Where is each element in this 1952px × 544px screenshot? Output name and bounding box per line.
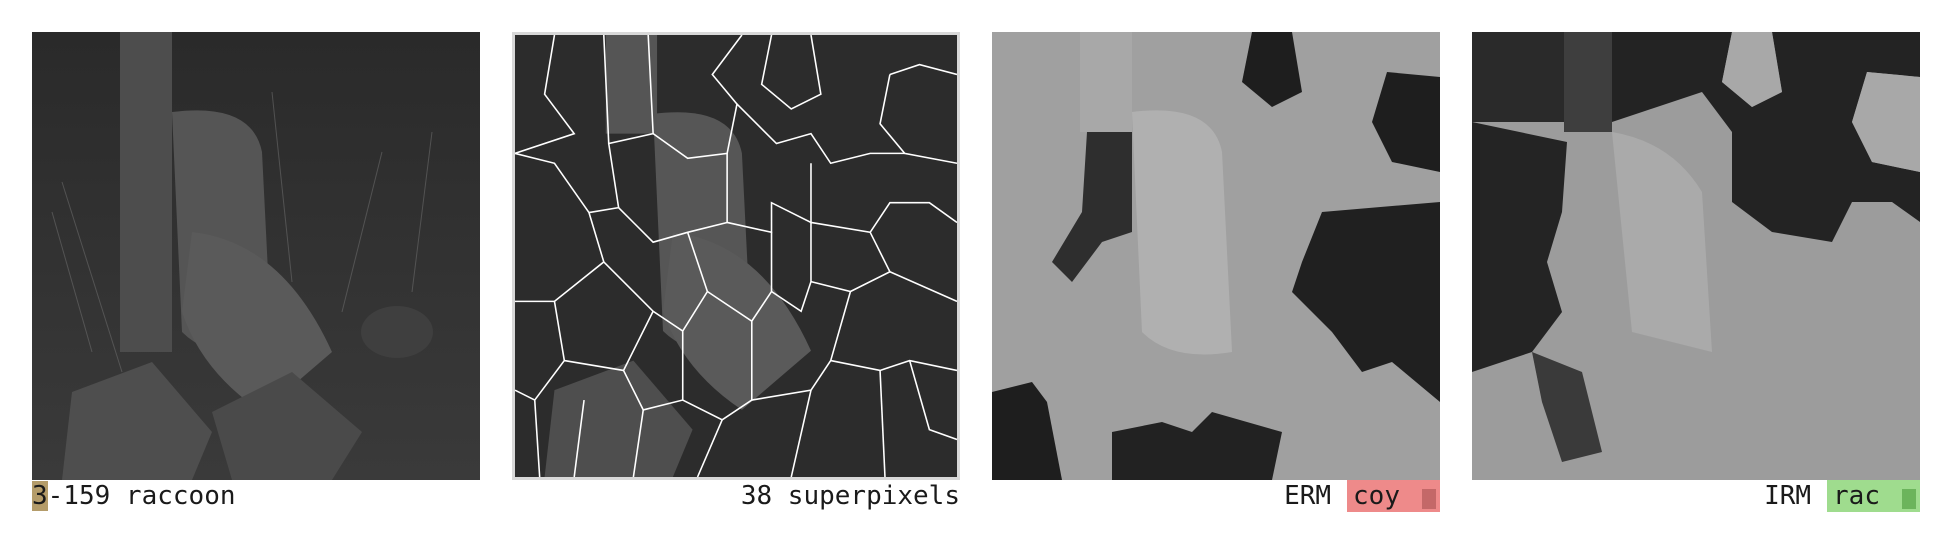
erm-method-label: ERM: [1284, 481, 1332, 511]
erm-caption: ERM coy: [1284, 480, 1440, 512]
erm-prediction-label: coy: [1353, 481, 1400, 511]
erm-explanation-image: [992, 32, 1440, 480]
irm-prediction-label: rac: [1833, 481, 1880, 511]
original-caption: 3-159 raccoon: [32, 481, 236, 511]
irm-prediction-swatch: [1902, 489, 1916, 509]
irm-prediction-badge: rac: [1827, 480, 1920, 512]
irm-caption: IRM rac: [1764, 480, 1920, 512]
superpixel-image: [512, 32, 960, 480]
superpixel-caption: 38 superpixels: [740, 481, 960, 511]
original-image: [32, 32, 480, 480]
irm-explanation-image: [1472, 32, 1920, 480]
irm-method-label: IRM: [1764, 481, 1812, 511]
erm-prediction-badge: coy: [1347, 480, 1440, 512]
caption-highlight: 3: [32, 481, 48, 511]
erm-prediction-swatch: [1422, 489, 1436, 509]
